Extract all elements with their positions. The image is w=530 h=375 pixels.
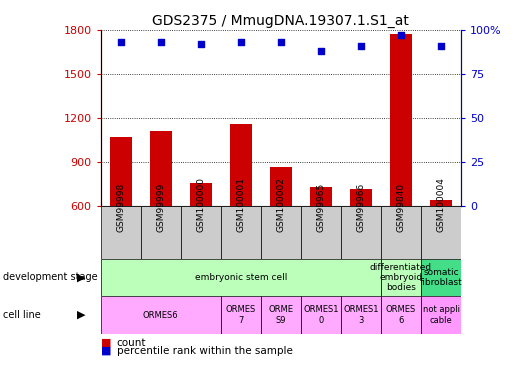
Text: ORMES
7: ORMES 7 <box>226 305 256 325</box>
Bar <box>261 296 301 334</box>
Text: GSM99998: GSM99998 <box>116 183 125 232</box>
Bar <box>141 206 181 259</box>
Text: percentile rank within the sample: percentile rank within the sample <box>117 346 293 355</box>
Text: ▶: ▶ <box>77 273 85 282</box>
Bar <box>230 124 252 206</box>
Bar <box>310 187 332 206</box>
Bar <box>341 296 381 334</box>
Text: ORMES6: ORMES6 <box>143 310 179 320</box>
Point <box>117 39 125 45</box>
Bar <box>101 206 141 259</box>
Bar <box>421 206 461 259</box>
Text: ORME
S9: ORME S9 <box>268 305 294 325</box>
Bar <box>110 137 132 206</box>
Bar <box>390 34 412 206</box>
Bar <box>261 206 301 259</box>
Bar <box>381 259 421 296</box>
Text: not appli
cable: not appli cable <box>422 305 460 325</box>
Bar <box>221 296 261 334</box>
Text: GSM100004: GSM100004 <box>437 178 446 232</box>
Text: GSM99999: GSM99999 <box>156 183 165 232</box>
Bar <box>101 296 221 334</box>
Text: GSM99965: GSM99965 <box>316 183 325 232</box>
Text: ORMES
6: ORMES 6 <box>386 305 416 325</box>
Text: ■: ■ <box>101 338 111 348</box>
Bar <box>421 259 461 296</box>
Text: differentiated
embryoid
bodies: differentiated embryoid bodies <box>370 262 432 292</box>
Text: development stage: development stage <box>3 273 98 282</box>
Bar <box>341 206 381 259</box>
Bar <box>270 166 292 206</box>
Text: count: count <box>117 338 146 348</box>
Bar <box>430 200 452 206</box>
Text: ORMES1
0: ORMES1 0 <box>303 305 339 325</box>
Bar <box>101 259 381 296</box>
Point <box>397 32 405 38</box>
Bar <box>301 296 341 334</box>
Text: GSM99840: GSM99840 <box>396 183 405 232</box>
Bar <box>301 206 341 259</box>
Bar <box>381 206 421 259</box>
Bar <box>181 206 221 259</box>
Point <box>357 43 365 49</box>
Point <box>156 39 165 45</box>
Text: GSM100000: GSM100000 <box>196 177 205 232</box>
Point <box>236 39 245 45</box>
Text: embryonic stem cell: embryonic stem cell <box>195 273 287 282</box>
Text: GSM100001: GSM100001 <box>236 177 245 232</box>
Point <box>277 39 285 45</box>
Bar <box>350 189 372 206</box>
Text: somatic
fibroblast: somatic fibroblast <box>420 268 463 287</box>
Text: ▶: ▶ <box>77 310 85 320</box>
Title: GDS2375 / MmugDNA.19307.1.S1_at: GDS2375 / MmugDNA.19307.1.S1_at <box>153 13 409 28</box>
Text: ■: ■ <box>101 346 111 355</box>
Bar <box>221 206 261 259</box>
Point <box>317 48 325 54</box>
Text: ORMES1
3: ORMES1 3 <box>343 305 379 325</box>
Bar <box>381 296 421 334</box>
Bar <box>421 296 461 334</box>
Text: GSM100002: GSM100002 <box>277 178 285 232</box>
Point <box>197 41 205 47</box>
Bar <box>190 183 212 206</box>
Text: GSM99966: GSM99966 <box>357 183 366 232</box>
Text: cell line: cell line <box>3 310 40 320</box>
Point <box>437 43 445 49</box>
Bar <box>150 131 172 206</box>
